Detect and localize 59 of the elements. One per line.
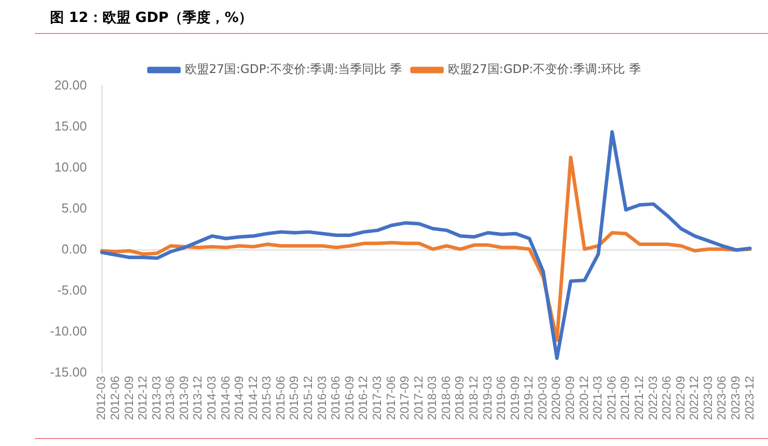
x-tick-label: 2017-09 bbox=[398, 376, 412, 420]
x-tick-label: 2012-03 bbox=[94, 376, 108, 420]
x-tick-label: 2020-09 bbox=[563, 376, 578, 420]
x-tick-label: 2014-03 bbox=[204, 376, 218, 420]
y-tick-label: 20.00 bbox=[54, 78, 87, 93]
x-tick-label: 2021-12 bbox=[632, 376, 646, 420]
x-tick-label: 2020-06 bbox=[549, 376, 564, 420]
legend-label: 欧盟27国:GDP:不变价:季调:环比 季 bbox=[448, 62, 642, 76]
y-tick-label: 10.00 bbox=[54, 160, 87, 175]
x-tick-label: 2015-03 bbox=[260, 376, 274, 420]
x-tick-label: 2018-12 bbox=[466, 376, 481, 420]
x-tick-label: 2022-09 bbox=[673, 376, 688, 420]
x-tick-label: 2023-03 bbox=[700, 376, 715, 420]
x-tick-label: 2019-03 bbox=[480, 376, 494, 420]
y-tick-label: 5.00 bbox=[62, 200, 87, 216]
x-tick-label: 2018-06 bbox=[438, 376, 453, 420]
y-tick-label: 0.00 bbox=[62, 242, 87, 257]
y-tick-label: -10.00 bbox=[50, 324, 87, 339]
x-tick-label: 2015-09 bbox=[287, 376, 302, 420]
x-tick-label: 2016-06 bbox=[328, 376, 343, 420]
x-tick-label: 2023-09 bbox=[728, 376, 743, 420]
x-tick-label: 2019-06 bbox=[494, 376, 508, 420]
y-tick-label: -5.00 bbox=[57, 282, 87, 298]
x-tick-label: 2023-12 bbox=[742, 376, 756, 420]
x-tick-label: 2015-06 bbox=[273, 376, 288, 420]
chart-title: 图 12：欧盟 GDP（季度，%） bbox=[50, 9, 253, 27]
x-tick-label: 2022-12 bbox=[687, 376, 702, 420]
x-tick-label: 2019-12 bbox=[522, 376, 536, 420]
x-tick-label: 2013-06 bbox=[163, 376, 178, 420]
x-tick-label: 2014-06 bbox=[218, 376, 232, 420]
x-tick-label: 2021-09 bbox=[618, 376, 632, 420]
x-tick-label: 2018-03 bbox=[425, 376, 440, 420]
x-tick-label: 2017-06 bbox=[384, 376, 398, 420]
x-tick-label: 2012-06 bbox=[108, 376, 122, 420]
x-tick-label: 2016-12 bbox=[356, 376, 370, 420]
x-tick-label: 2013-12 bbox=[190, 376, 205, 420]
y-tick-label: -15.00 bbox=[50, 364, 87, 380]
x-tick-label: 2017-03 bbox=[370, 376, 384, 420]
x-tick-label: 2014-12 bbox=[246, 376, 260, 420]
x-tick-label: 2012-09 bbox=[122, 376, 136, 420]
x-tick-label: 2017-12 bbox=[411, 376, 426, 420]
x-tick-label: 2021-03 bbox=[590, 376, 605, 420]
x-tick-label: 2013-03 bbox=[149, 376, 164, 420]
x-tick-label: 2014-09 bbox=[232, 376, 246, 420]
x-tick-label: 2020-03 bbox=[535, 376, 550, 420]
x-tick-label: 2018-09 bbox=[452, 376, 467, 420]
x-tick-label: 2015-12 bbox=[301, 376, 316, 420]
x-tick-label: 2012-12 bbox=[136, 376, 150, 420]
x-tick-label: 2016-03 bbox=[314, 376, 329, 420]
x-tick-label: 2016-09 bbox=[342, 376, 356, 420]
x-tick-label: 2022-03 bbox=[646, 376, 660, 420]
x-tick-label: 2021-06 bbox=[604, 376, 618, 420]
x-tick-label: 2013-09 bbox=[176, 376, 191, 420]
x-tick-label: 2023-06 bbox=[714, 376, 729, 420]
x-tick-label: 2020-12 bbox=[576, 376, 591, 420]
x-tick-label: 2019-09 bbox=[508, 376, 522, 420]
y-tick-label: 15.00 bbox=[54, 118, 87, 134]
x-tick-label: 2022-06 bbox=[660, 376, 674, 420]
legend-label: 欧盟27国:GDP:不变价:季调:当季同比 季 bbox=[184, 62, 402, 76]
